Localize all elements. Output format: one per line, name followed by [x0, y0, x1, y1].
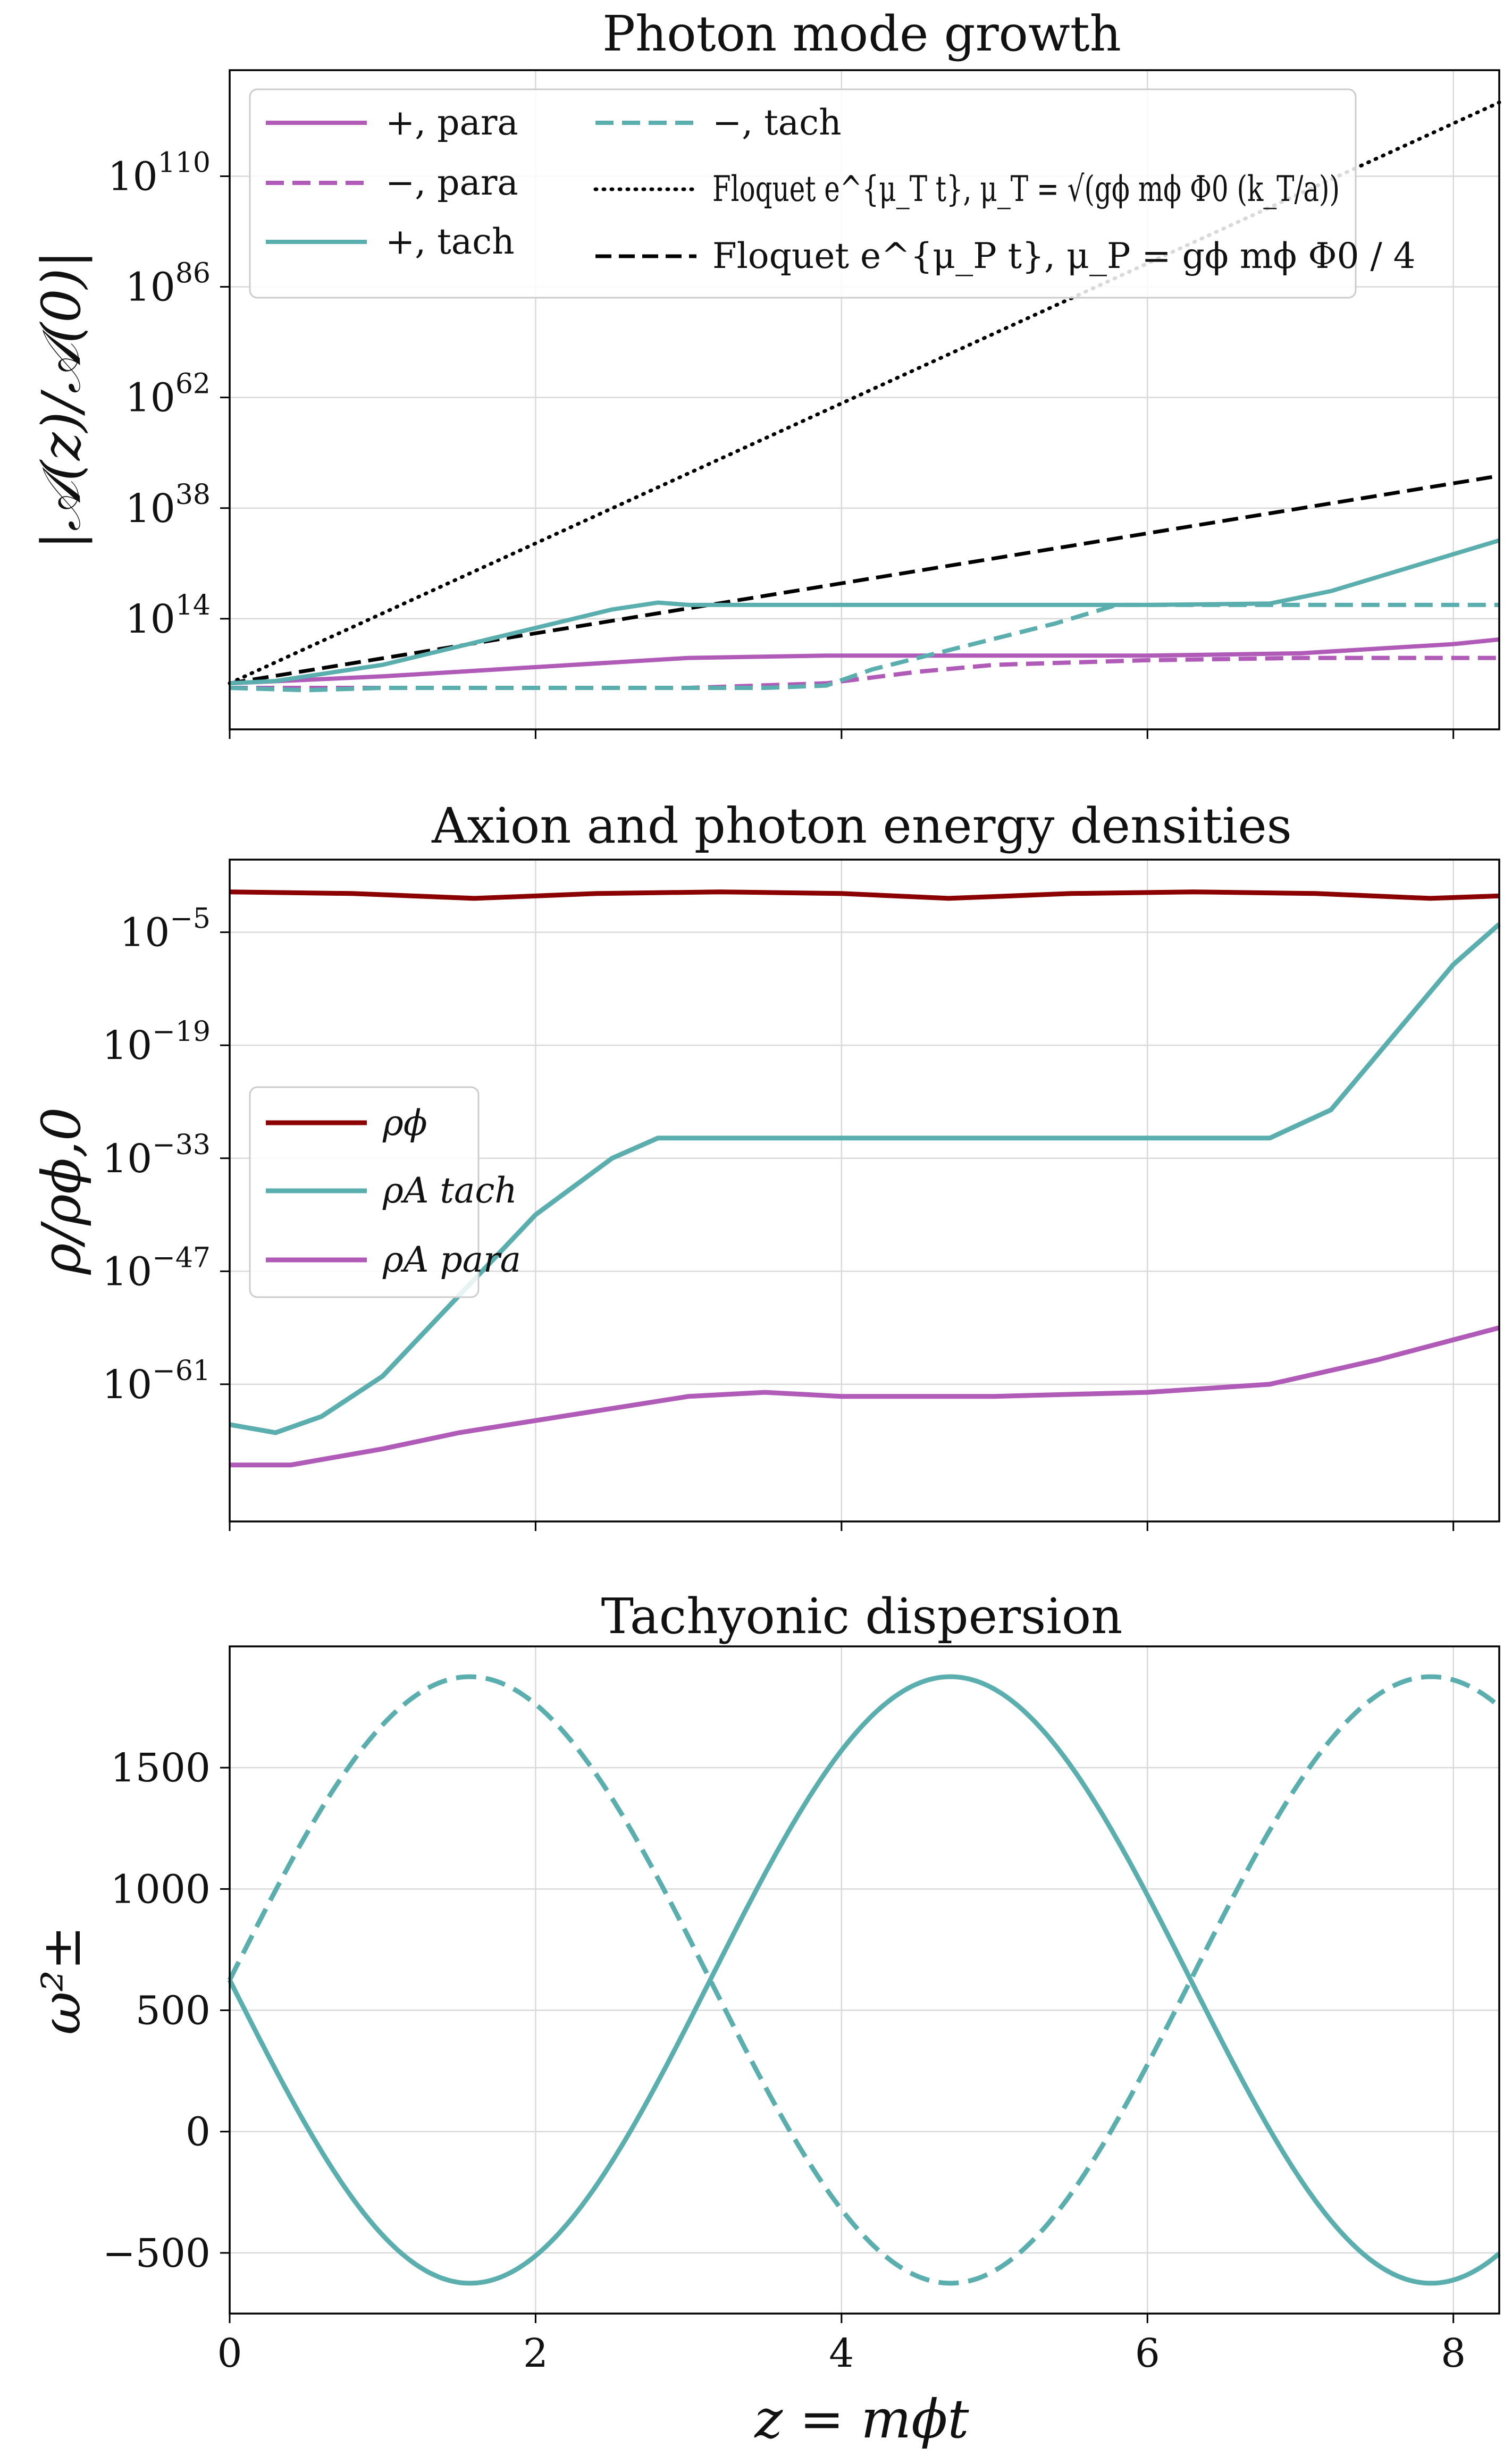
tick-label-x: 0	[217, 2331, 242, 2376]
tick-label-y: 500	[136, 1988, 211, 2034]
tick-label-y: 10−47	[102, 1242, 211, 1294]
panel1-ylabel: |𝒜(z)/𝒜(0)|	[30, 250, 93, 550]
legend-label-floquet-P: Floquet e^{μ_P t}, μ_P = gϕ mϕ Φ0 / 4	[712, 236, 1416, 276]
legend-label-rho-tach: ρA tach	[382, 1170, 517, 1211]
tick-label-y: 1500	[111, 1745, 211, 1791]
panel2-axes-frame	[229, 859, 1500, 1523]
tick-label-x: 2	[523, 2331, 548, 2376]
tick-label-y: 0	[186, 2109, 211, 2155]
panel-energy-densities: Axion and photon energy densities 10−510…	[30, 797, 1501, 1531]
series-rho-para-line	[230, 1325, 1500, 1468]
legend-label-rho-phi: ρϕ	[382, 1103, 427, 1143]
panel3-ylabel: ω²±	[30, 1925, 93, 2034]
tick-label-y: 1038	[125, 479, 211, 532]
legend-label-rho-para: ρA para	[382, 1239, 521, 1280]
tick-label-x: 4	[829, 2331, 854, 2376]
panel1-series	[228, 100, 1501, 693]
legend-label-plus-para: +, para	[385, 102, 518, 143]
panel3-axes-frame	[229, 1645, 1500, 2315]
panel3-series	[227, 1674, 1501, 2286]
tick-label-y: 10−5	[120, 903, 211, 956]
panel2-title: Axion and photon energy densities	[431, 797, 1292, 854]
tick-label-y: −500	[103, 2231, 211, 2276]
tick-label-x: 8	[1441, 2331, 1466, 2376]
series-rho-phi-line	[229, 889, 1500, 901]
tick-label-y: 10−19	[102, 1016, 211, 1069]
tick-label-y: 1086	[125, 258, 211, 310]
panel3-grid	[229, 1646, 1499, 2314]
panel1-legend-box	[249, 88, 1357, 299]
tick-label-y: 1000	[111, 1866, 211, 1912]
panel1-title: Photon mode growth	[602, 5, 1121, 62]
panel2-legend: ρϕ ρA tach ρA para	[249, 1086, 521, 1298]
x-axis-label: z = mϕt	[754, 2388, 969, 2450]
series-rho-tach-line	[229, 922, 1501, 1435]
panel1-axes-frame	[229, 69, 1500, 730]
series-plus-tach-line	[229, 538, 1500, 686]
series-plus-para-line	[229, 637, 1500, 686]
panel2-ticks: 10−5 10−19 10−33 10−47 10−61	[102, 903, 1455, 1531]
panel1-ticks: 10110 1086 1062 1038 1014	[108, 147, 1455, 739]
tick-label-y: 1014	[125, 590, 211, 642]
legend-label-plus-tach: +, tach	[385, 221, 515, 262]
series-minus-tach-line	[229, 602, 1499, 693]
legend-label-minus-tach: −, tach	[712, 102, 842, 143]
panel3-ticks: 0 2 4 6 8 1500 1000 500 0 −500	[103, 1745, 1466, 2376]
panel1-legend: +, para −, para +, tach −, tach Floquet …	[249, 88, 1416, 299]
legend-label-floquet-T: Floquet e^{μ_T t}, μ_T = √(gϕ mϕ Φ0 (k_T…	[712, 169, 1340, 209]
tick-label-y: 10−33	[102, 1129, 211, 1182]
series-omega-minus-line	[227, 1674, 1501, 2286]
tick-label-y: 1062	[125, 368, 211, 421]
panel-tachyonic-dispersion: Tachyonic dispersion 0 2 4 6 8 1500 1000 500 0 −5…	[30, 1588, 1501, 2376]
panel2-series	[229, 889, 1501, 1468]
panel3-title: Tachyonic dispersion	[601, 1588, 1123, 1645]
legend-label-minus-para: −, para	[385, 162, 518, 203]
panel-photon-mode-growth: Photon mode growth 10110 1086 1062 1038 1014…	[30, 5, 1501, 739]
series-omega-plus-line	[227, 1674, 1501, 2286]
tick-label-y: 10−61	[102, 1355, 211, 1408]
panel2-ylabel: ρ/ρϕ,0	[30, 1107, 93, 1275]
tick-label-y: 10110	[108, 147, 211, 199]
tick-label-x: 6	[1135, 2331, 1160, 2376]
